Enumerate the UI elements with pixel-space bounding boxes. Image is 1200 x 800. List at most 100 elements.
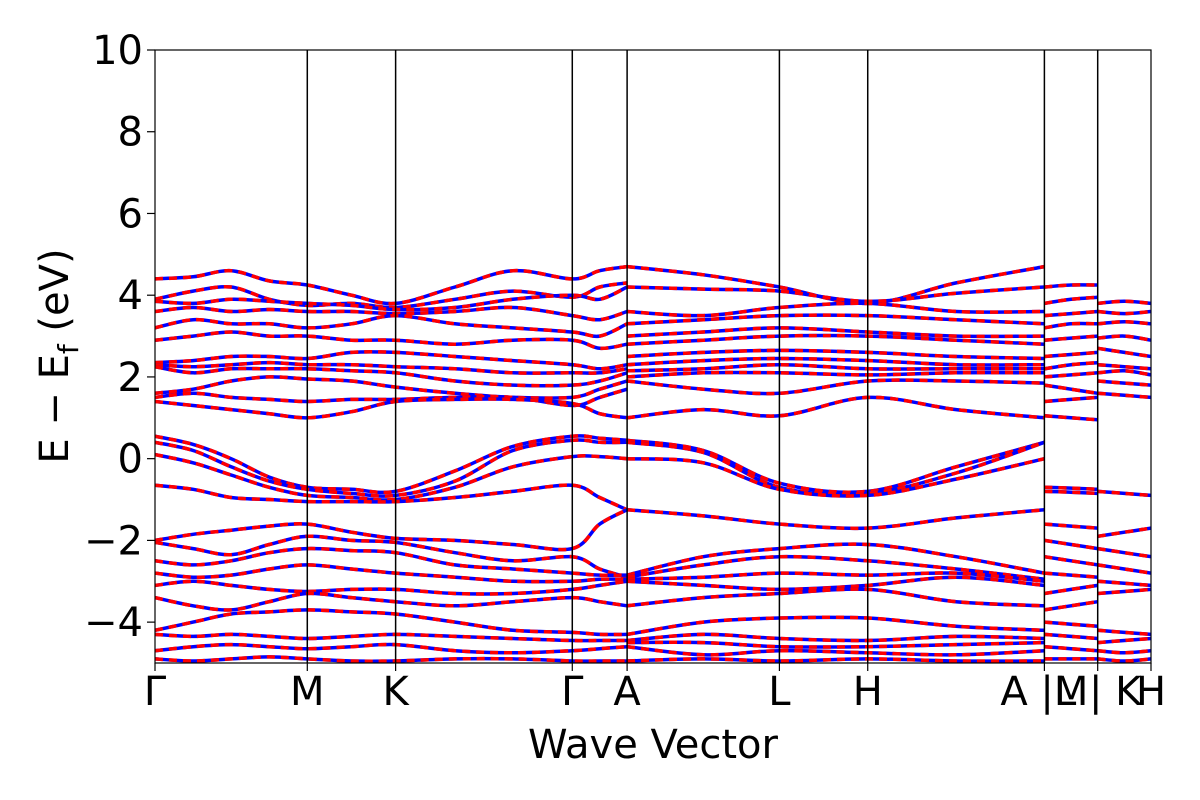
y-axis-label-subscript: f <box>52 343 85 354</box>
band-line-seg0-b23-s1 <box>155 632 628 643</box>
band-line-seg0-b25-s1 <box>155 655 628 663</box>
x-tick-label-6: H <box>853 669 883 715</box>
band-line-seg3-b2-s1 <box>1097 320 1151 326</box>
y-tick-label-0: −4 <box>84 600 143 646</box>
band-line-seg0-b24-s1 <box>155 642 628 655</box>
y-tick-label-4: 4 <box>118 273 143 319</box>
band-line-seg1-b10-s1 <box>626 378 1045 396</box>
band-line-seg1-b2-s1 <box>627 301 1045 318</box>
band-line-seg1-b5-s1 <box>627 333 1045 346</box>
y-axis-label-unit: (eV) <box>32 248 78 344</box>
band-line-seg3-b14-s1 <box>1097 587 1151 596</box>
symmetry-lines <box>306 50 1099 663</box>
plot-frame <box>154 49 1152 664</box>
band-line-seg2-b18-s1 <box>1044 599 1098 612</box>
band-line-seg2-b3-s1 <box>1044 321 1098 330</box>
band-line-seg1-b17-s1 <box>626 554 1045 581</box>
band-line-seg1-b19-s1 <box>627 575 1045 592</box>
band-line-seg2-b9-s1 <box>1044 395 1098 404</box>
band-line-seg1-b14-s1 <box>627 456 1045 498</box>
band-line-seg3-b0-s1 <box>1097 299 1151 306</box>
band-line-seg1-b13-s1 <box>626 440 1045 497</box>
band-line-seg0-b20-s1 <box>155 579 628 596</box>
band-line-seg1-b21-s1 <box>626 615 1045 637</box>
band-line-seg2-b21-s1 <box>1044 644 1098 653</box>
band-line-seg2-b6-s1 <box>1044 360 1098 371</box>
band-line-seg0-b8-s1 <box>155 364 628 388</box>
band-line-seg0-b5-s1 <box>155 330 628 351</box>
band-line-seg2-b11-s1 <box>1044 485 1098 492</box>
band-line-seg3-b3-s1 <box>1097 334 1151 342</box>
band-line-seg0-b22-s1 <box>155 608 628 637</box>
x-axis-label: Wave Vector <box>528 722 779 768</box>
band-line-seg1-b21-s0 <box>626 615 1045 637</box>
band-line-seg3-b10-s1 <box>1097 526 1151 539</box>
band-line-seg1-b11-s1 <box>626 395 1045 420</box>
band-line-seg2-b0-s1 <box>1044 283 1098 289</box>
band-line-seg3-b1-s1 <box>1097 309 1151 316</box>
band-line-seg1-b15-s0 <box>626 508 1045 531</box>
band-line-seg2-b13-s1 <box>1044 522 1098 530</box>
x-tick-label-3: Γ <box>561 669 584 715</box>
y-tick-label-6: 8 <box>118 110 143 156</box>
band-line-seg2-b10-s1 <box>1044 414 1098 422</box>
band-line-seg0-b12-s1 <box>155 434 628 495</box>
band-line-seg1-b11-s0 <box>626 395 1045 420</box>
x-tick-label-5: L <box>768 669 791 715</box>
band-line-seg0-b6-s1 <box>155 350 628 371</box>
band-line-seg1-b12-s1 <box>626 438 1045 494</box>
band-line-seg0-b13-s1 <box>155 438 628 498</box>
y-tick-label-7: 10 <box>92 28 143 74</box>
band-line-seg1-b18-s1 <box>627 571 1045 584</box>
band-line-seg3-b17-s1 <box>1097 648 1151 655</box>
band-line-seg1-b25-s1 <box>627 657 1045 663</box>
band-line-seg1-b15-s1 <box>626 508 1045 531</box>
y-tick-label-1: −2 <box>84 518 143 564</box>
band-line-seg3-b4-s1 <box>1097 346 1151 359</box>
band-line-seg3-b7-s1 <box>1097 379 1151 387</box>
band-line-seg3-b6-s1 <box>1097 369 1151 377</box>
band-line-seg1-b4-s1 <box>627 326 1045 339</box>
band-line-seg2-b14-s1 <box>1044 538 1098 551</box>
band-line-seg3-b9-s1 <box>1097 489 1151 498</box>
band-line-seg1-b3-s1 <box>627 313 1045 326</box>
band-line-seg0-b14-s1 <box>155 452 628 502</box>
x-tick-label-0: Γ <box>144 669 167 715</box>
y-axis-label-main: E − E <box>32 354 78 464</box>
band-line-seg3-b5-s1 <box>1097 362 1151 371</box>
band-line-seg2-b4-s1 <box>1044 334 1098 342</box>
band-line-seg2-b7-s1 <box>1044 371 1098 379</box>
band-line-seg2-b8-s1 <box>1044 383 1098 396</box>
band-line-seg0-b17-s1 <box>155 534 628 579</box>
bands-layer <box>155 264 1151 663</box>
band-line-seg3-b12-s1 <box>1097 563 1151 575</box>
band-line-seg1-b8-s1 <box>627 362 1045 373</box>
band-line-seg1-b24-s1 <box>626 644 1045 657</box>
band-line-seg3-b13-s1 <box>1097 579 1151 588</box>
band-line-seg0-b2-s1 <box>155 285 628 312</box>
band-line-seg2-b16-s1 <box>1044 571 1098 579</box>
band-line-seg0-b7-s1 <box>155 360 628 375</box>
band-line-seg1-b1-s1 <box>627 285 1045 304</box>
x-tick-label-7: A |M <box>1000 669 1088 715</box>
band-line-seg3-b15-s1 <box>1097 628 1151 637</box>
band-line-seg0-b18-s1 <box>155 546 628 578</box>
band-line-seg1-b23-s1 <box>627 640 1045 649</box>
band-line-seg0-b3-s1 <box>155 305 628 322</box>
band-line-seg0-b15-s1 <box>155 483 628 512</box>
band-line-seg0-b5-s0 <box>155 330 628 351</box>
x-tick-label-8: L | K <box>1054 669 1143 715</box>
band-line-seg1-b20-s1 <box>626 587 1045 608</box>
band-line-seg1-b22-s1 <box>626 632 1045 643</box>
band-line-seg2-b1-s1 <box>1044 295 1098 306</box>
x-tick-label-4: A <box>613 669 641 715</box>
band-line-seg0-b4-s1 <box>155 313 628 339</box>
band-line-seg2-b5-s1 <box>1044 350 1098 359</box>
band-line-seg3-b18-s1 <box>1097 657 1151 663</box>
y-tick-label-3: 2 <box>118 355 143 401</box>
band-line-seg1-b6-s1 <box>627 348 1045 361</box>
band-line-seg1-b9-s1 <box>627 370 1045 379</box>
band-line-seg2-b12-s1 <box>1044 489 1098 496</box>
